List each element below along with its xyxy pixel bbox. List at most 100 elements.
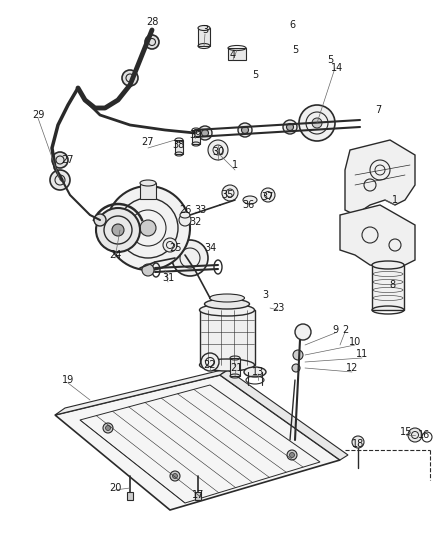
Circle shape [283, 120, 297, 134]
Text: 28: 28 [146, 17, 158, 27]
Text: 8: 8 [389, 280, 395, 290]
Text: 15: 15 [400, 427, 412, 437]
Text: 3: 3 [262, 290, 268, 300]
Circle shape [173, 473, 177, 479]
Text: 20: 20 [109, 483, 121, 493]
Polygon shape [340, 205, 415, 270]
Text: 3: 3 [202, 25, 208, 35]
Ellipse shape [243, 196, 257, 204]
Bar [195, 492, 201, 500]
Text: 17: 17 [192, 490, 204, 500]
Circle shape [208, 140, 228, 160]
Circle shape [163, 238, 177, 252]
Circle shape [170, 471, 180, 481]
Circle shape [94, 214, 106, 226]
Text: 1: 1 [392, 195, 398, 205]
Circle shape [408, 428, 422, 442]
Text: 5: 5 [252, 70, 258, 80]
Text: 37: 37 [262, 192, 274, 202]
Circle shape [295, 324, 311, 340]
Ellipse shape [140, 180, 156, 186]
Text: 36: 36 [242, 200, 254, 210]
Text: 22: 22 [204, 360, 216, 370]
Circle shape [311, 118, 325, 132]
Text: 18: 18 [352, 439, 364, 449]
Text: 2: 2 [342, 325, 348, 335]
Text: 32: 32 [189, 217, 201, 227]
Circle shape [201, 130, 208, 136]
Text: 27: 27 [142, 137, 154, 147]
Circle shape [314, 122, 321, 128]
Ellipse shape [180, 212, 190, 218]
Circle shape [286, 124, 293, 131]
Circle shape [241, 126, 248, 133]
Bar [372, 265, 404, 310]
Circle shape [172, 240, 208, 276]
Text: 6: 6 [289, 20, 295, 30]
Text: 33: 33 [194, 205, 206, 215]
Circle shape [142, 264, 154, 276]
Circle shape [312, 118, 322, 128]
Circle shape [290, 453, 294, 457]
Text: 13: 13 [252, 367, 264, 377]
Text: 24: 24 [109, 250, 121, 260]
Circle shape [179, 214, 191, 226]
Circle shape [299, 105, 335, 141]
Text: 39: 39 [189, 130, 201, 140]
Ellipse shape [205, 299, 250, 309]
Circle shape [198, 126, 212, 140]
Circle shape [261, 188, 275, 202]
Text: 12: 12 [346, 363, 358, 373]
Text: 30: 30 [212, 147, 224, 157]
Circle shape [201, 353, 219, 371]
Ellipse shape [372, 261, 404, 269]
Polygon shape [220, 370, 348, 460]
Text: 23: 23 [272, 303, 284, 313]
Text: 5: 5 [292, 45, 298, 55]
Ellipse shape [209, 294, 244, 302]
Text: 1: 1 [232, 160, 238, 170]
Text: 5: 5 [327, 55, 333, 65]
Text: 11: 11 [356, 349, 368, 359]
Text: 31: 31 [162, 273, 174, 283]
Text: 14: 14 [331, 63, 343, 73]
Text: 21: 21 [230, 363, 242, 373]
Circle shape [352, 436, 364, 448]
Bar [230, 358, 240, 376]
Text: 34: 34 [204, 243, 216, 253]
Text: 29: 29 [32, 110, 44, 120]
Circle shape [222, 185, 238, 201]
Text: 26: 26 [179, 205, 191, 215]
Text: 27: 27 [62, 155, 74, 165]
Text: 19: 19 [62, 375, 74, 385]
Circle shape [106, 186, 190, 270]
Bar [175, 140, 183, 154]
Bar [200, 310, 255, 365]
Circle shape [292, 364, 300, 372]
Text: 4: 4 [230, 50, 236, 60]
Text: 10: 10 [349, 337, 361, 347]
Circle shape [52, 152, 68, 168]
Text: 25: 25 [169, 243, 181, 253]
Circle shape [106, 425, 110, 431]
Polygon shape [55, 368, 230, 415]
Circle shape [96, 208, 140, 252]
Text: 35: 35 [222, 190, 234, 200]
Bar [192, 130, 200, 144]
Bar [127, 492, 133, 500]
Text: 9: 9 [332, 325, 338, 335]
Ellipse shape [244, 367, 266, 377]
Circle shape [122, 70, 138, 86]
Polygon shape [55, 375, 340, 510]
Text: 38: 38 [172, 140, 184, 150]
Ellipse shape [199, 359, 254, 371]
Text: 7: 7 [375, 105, 381, 115]
Circle shape [238, 123, 252, 137]
Polygon shape [345, 140, 415, 215]
Bar [228, 48, 246, 60]
Circle shape [50, 170, 70, 190]
Circle shape [103, 423, 113, 433]
Ellipse shape [199, 304, 254, 316]
Circle shape [145, 35, 159, 49]
Circle shape [287, 450, 297, 460]
